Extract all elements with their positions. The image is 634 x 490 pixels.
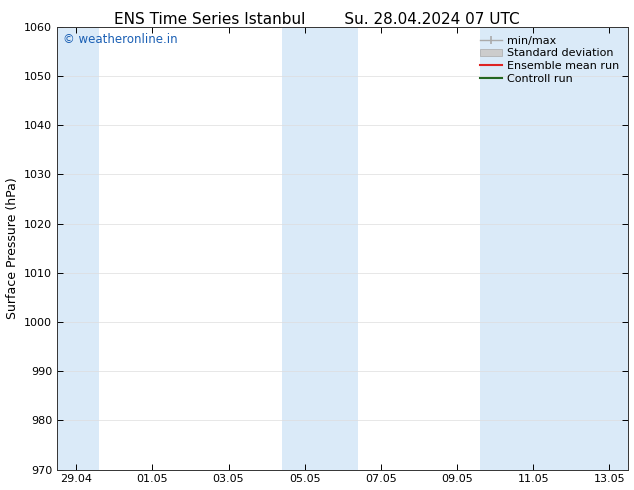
- Bar: [282, 27, 358, 469]
- Bar: [480, 27, 628, 469]
- Bar: [57, 27, 99, 469]
- Text: ENS Time Series Istanbul        Su. 28.04.2024 07 UTC: ENS Time Series Istanbul Su. 28.04.2024 …: [114, 12, 520, 27]
- Legend: min/max, Standard deviation, Ensemble mean run, Controll run: min/max, Standard deviation, Ensemble me…: [476, 32, 623, 87]
- Y-axis label: Surface Pressure (hPa): Surface Pressure (hPa): [6, 177, 18, 319]
- Text: © weatheronline.in: © weatheronline.in: [63, 33, 178, 47]
